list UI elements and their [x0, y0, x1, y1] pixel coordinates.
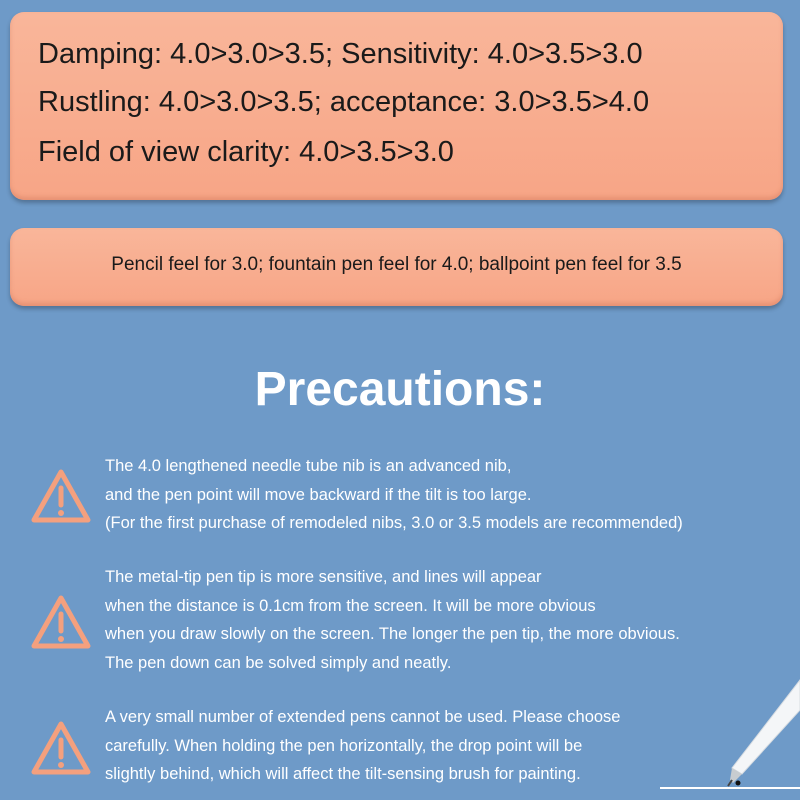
comparison-line: Field of view clarity: 4.0>3.5>3.0 [38, 136, 454, 168]
precaution-line: The pen down can be solved simply and ne… [105, 653, 452, 672]
precaution-item: The metal-tip pen tip is more sensitive,… [105, 563, 680, 677]
precaution-item: The 4.0 lengthened needle tube nib is an… [105, 452, 683, 538]
stylus-pen-image [660, 679, 800, 789]
precaution-line: A very small number of extended pens can… [105, 708, 621, 726]
precaution-item: A very small number of extended pens can… [105, 703, 621, 789]
comparison-line: Rustling: 4.0>3.0>3.5; acceptance: 3.0>3… [38, 86, 650, 118]
comparison-panel: Damping: 4.0>3.0>3.5; Sensitivity: 4.0>3… [10, 12, 783, 200]
feel-panel: Pencil feel for 3.0; fountain pen feel f… [10, 228, 783, 306]
precaution-line: slightly behind, which will affect the t… [105, 765, 581, 783]
warning-icon [31, 595, 91, 649]
precaution-line: and the pen point will move backward if … [105, 485, 532, 504]
precaution-line: The 4.0 lengthened needle tube nib is an… [105, 457, 512, 475]
precautions-title: Precautions: [254, 363, 546, 416]
precaution-line: (For the first purchase of remodeled nib… [105, 514, 683, 532]
warning-icon [31, 469, 91, 523]
precaution-line: The metal-tip pen tip is more sensitive,… [105, 568, 542, 586]
precaution-line: when you draw slowly on the screen. The … [105, 625, 680, 643]
precaution-line: carefully. When holding the pen horizont… [105, 736, 583, 755]
precaution-line: when the distance is 0.1cm from the scre… [105, 596, 596, 615]
warning-icon [31, 721, 91, 775]
feel-text: Pencil feel for 3.0; fountain pen feel f… [111, 254, 682, 275]
comparison-line: Damping: 4.0>3.0>3.5; Sensitivity: 4.0>3… [38, 38, 643, 70]
